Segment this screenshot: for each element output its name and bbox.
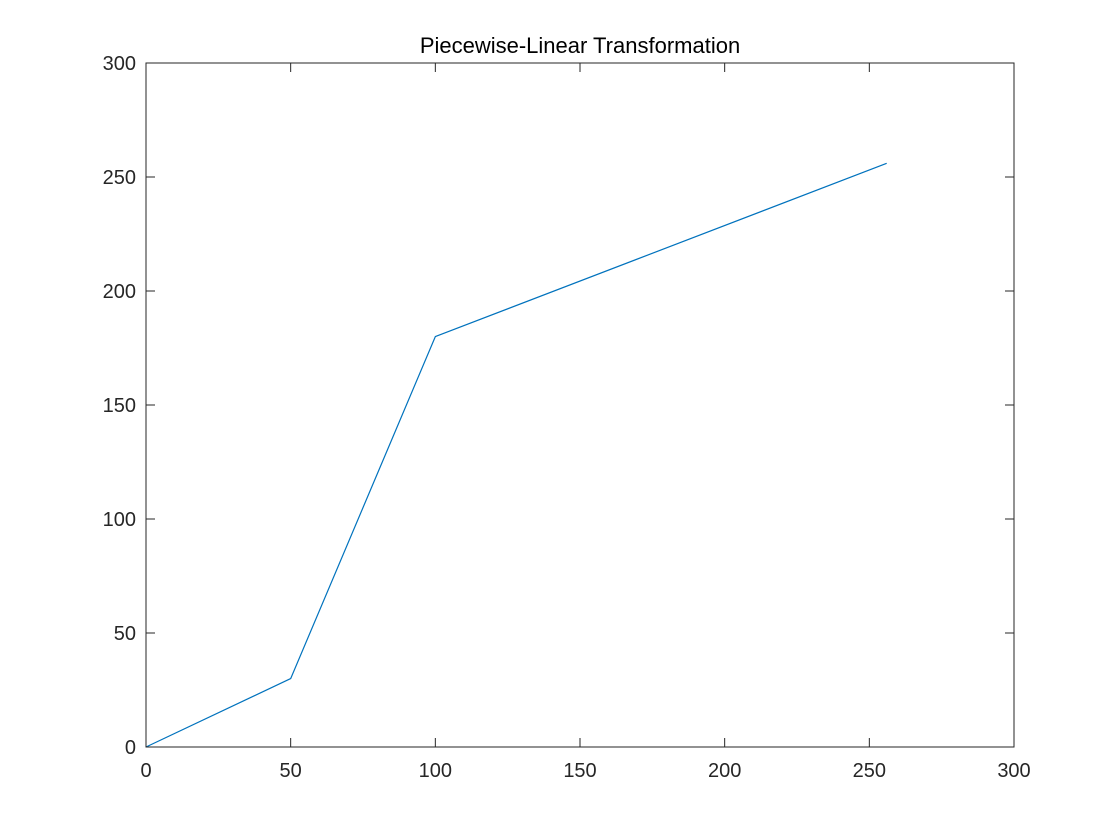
axes-box: [145, 62, 1015, 748]
series-line: [145, 162, 887, 748]
y-tick-label: 200: [103, 281, 136, 303]
x-tick-label: 0: [140, 760, 151, 782]
series-layer: [145, 162, 887, 748]
y-tick-label: 300: [103, 53, 136, 75]
x-tick-label: 150: [563, 760, 596, 782]
x-tick-label: 200: [708, 760, 741, 782]
ticks-layer: 0 50 100 150 200 250 300 0 50 100 150 200 250 300: [103, 53, 1031, 782]
plot-area: [145, 62, 1015, 748]
chart-title: Piecewise-Linear Transformation: [420, 33, 740, 58]
y-tick-label: 0: [125, 737, 136, 759]
y-tick-label: 50: [114, 623, 136, 645]
y-tick-label: 250: [103, 167, 136, 189]
y-tick-label: 100: [103, 509, 136, 531]
x-tick-label: 100: [419, 760, 452, 782]
x-tick-label: 250: [853, 760, 886, 782]
x-tick-label: 300: [997, 760, 1030, 782]
x-tick-label: 50: [280, 760, 302, 782]
y-tick-label: 150: [103, 395, 136, 417]
